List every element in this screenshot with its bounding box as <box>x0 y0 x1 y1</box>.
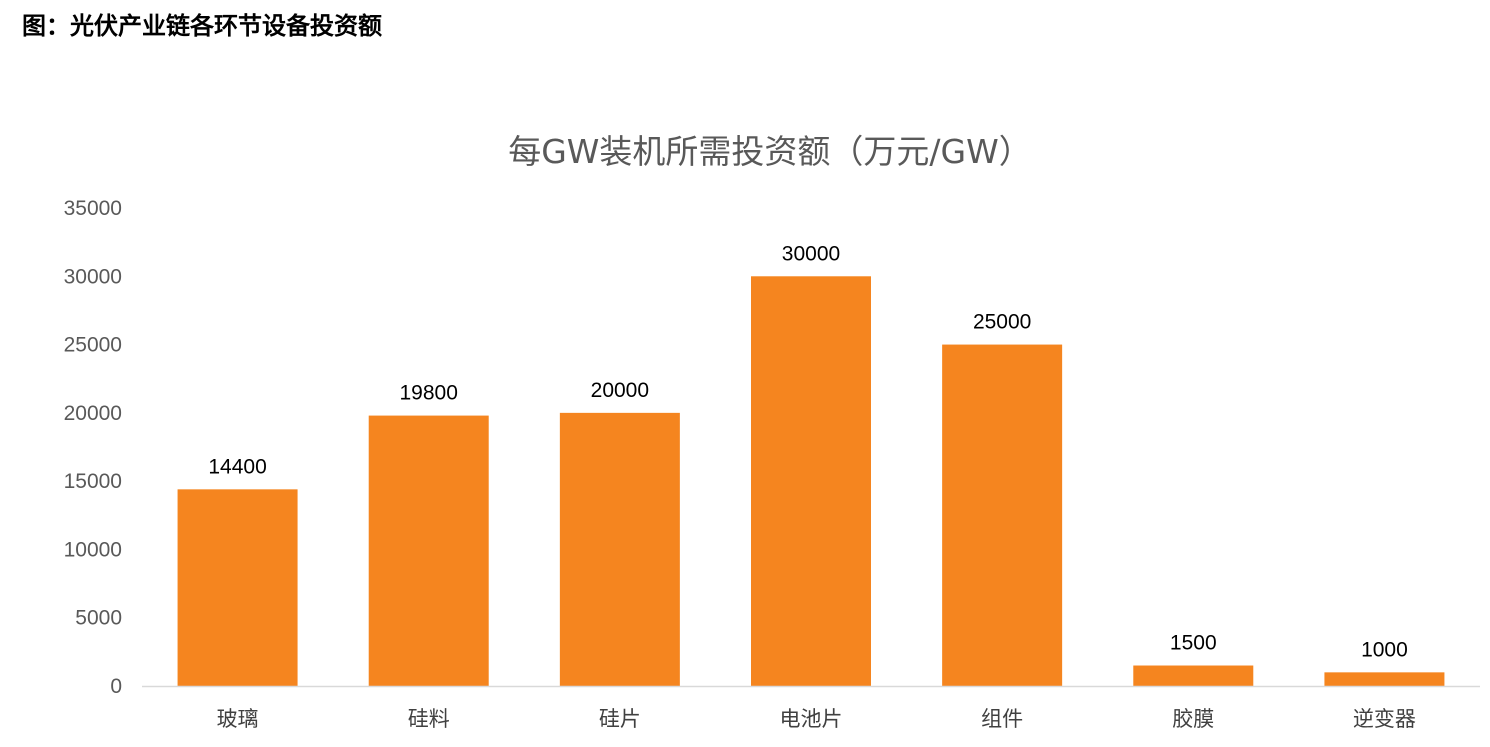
y-tick-label: 35000 <box>64 197 122 220</box>
category-label-3: 电池片 <box>780 707 843 731</box>
bar-2 <box>559 412 680 686</box>
category-label-6: 逆变器 <box>1353 707 1416 731</box>
y-tick-label: 5000 <box>75 607 122 630</box>
bar-6 <box>1324 672 1445 686</box>
chart-title: 每GW装机所需投资额（万元/GW） <box>508 132 1032 171</box>
category-label-1: 硅料 <box>408 707 450 731</box>
data-label-0: 14400 <box>208 455 266 478</box>
x-axis-category-labels: 玻璃 硅料 硅片 电池片 组件 胶膜 逆变器 <box>217 707 1416 731</box>
category-label-0: 玻璃 <box>217 707 259 731</box>
y-tick-label: 20000 <box>64 402 122 425</box>
data-label-5: 1500 <box>1170 632 1217 655</box>
bar-5 <box>1133 665 1254 686</box>
data-label-1: 19800 <box>400 382 458 405</box>
data-label-3: 30000 <box>782 242 840 265</box>
y-tick-label: 30000 <box>64 265 122 288</box>
bar-0 <box>177 489 298 686</box>
data-label-2: 20000 <box>591 379 649 402</box>
y-tick-label: 0 <box>110 675 122 698</box>
figure-caption: 图：光伏产业链各环节设备投资额 <box>22 12 382 40</box>
bar-series <box>177 276 1445 686</box>
y-tick-label: 10000 <box>64 538 122 561</box>
y-tick-label: 25000 <box>64 334 122 357</box>
category-label-4: 组件 <box>981 707 1023 731</box>
y-tick-label: 15000 <box>64 470 122 493</box>
category-label-2: 硅片 <box>599 707 641 731</box>
bar-3 <box>751 276 871 686</box>
data-label-4: 25000 <box>973 311 1031 334</box>
category-label-5: 胶膜 <box>1172 707 1214 731</box>
data-label-6: 1000 <box>1361 638 1408 661</box>
data-labels: 14400 19800 20000 30000 25000 1500 1000 <box>208 242 1407 661</box>
bar-1 <box>368 415 489 686</box>
y-axis-ticks: 0 5000 10000 15000 20000 25000 30000 35000 <box>64 197 122 698</box>
bar-4 <box>942 344 1063 686</box>
